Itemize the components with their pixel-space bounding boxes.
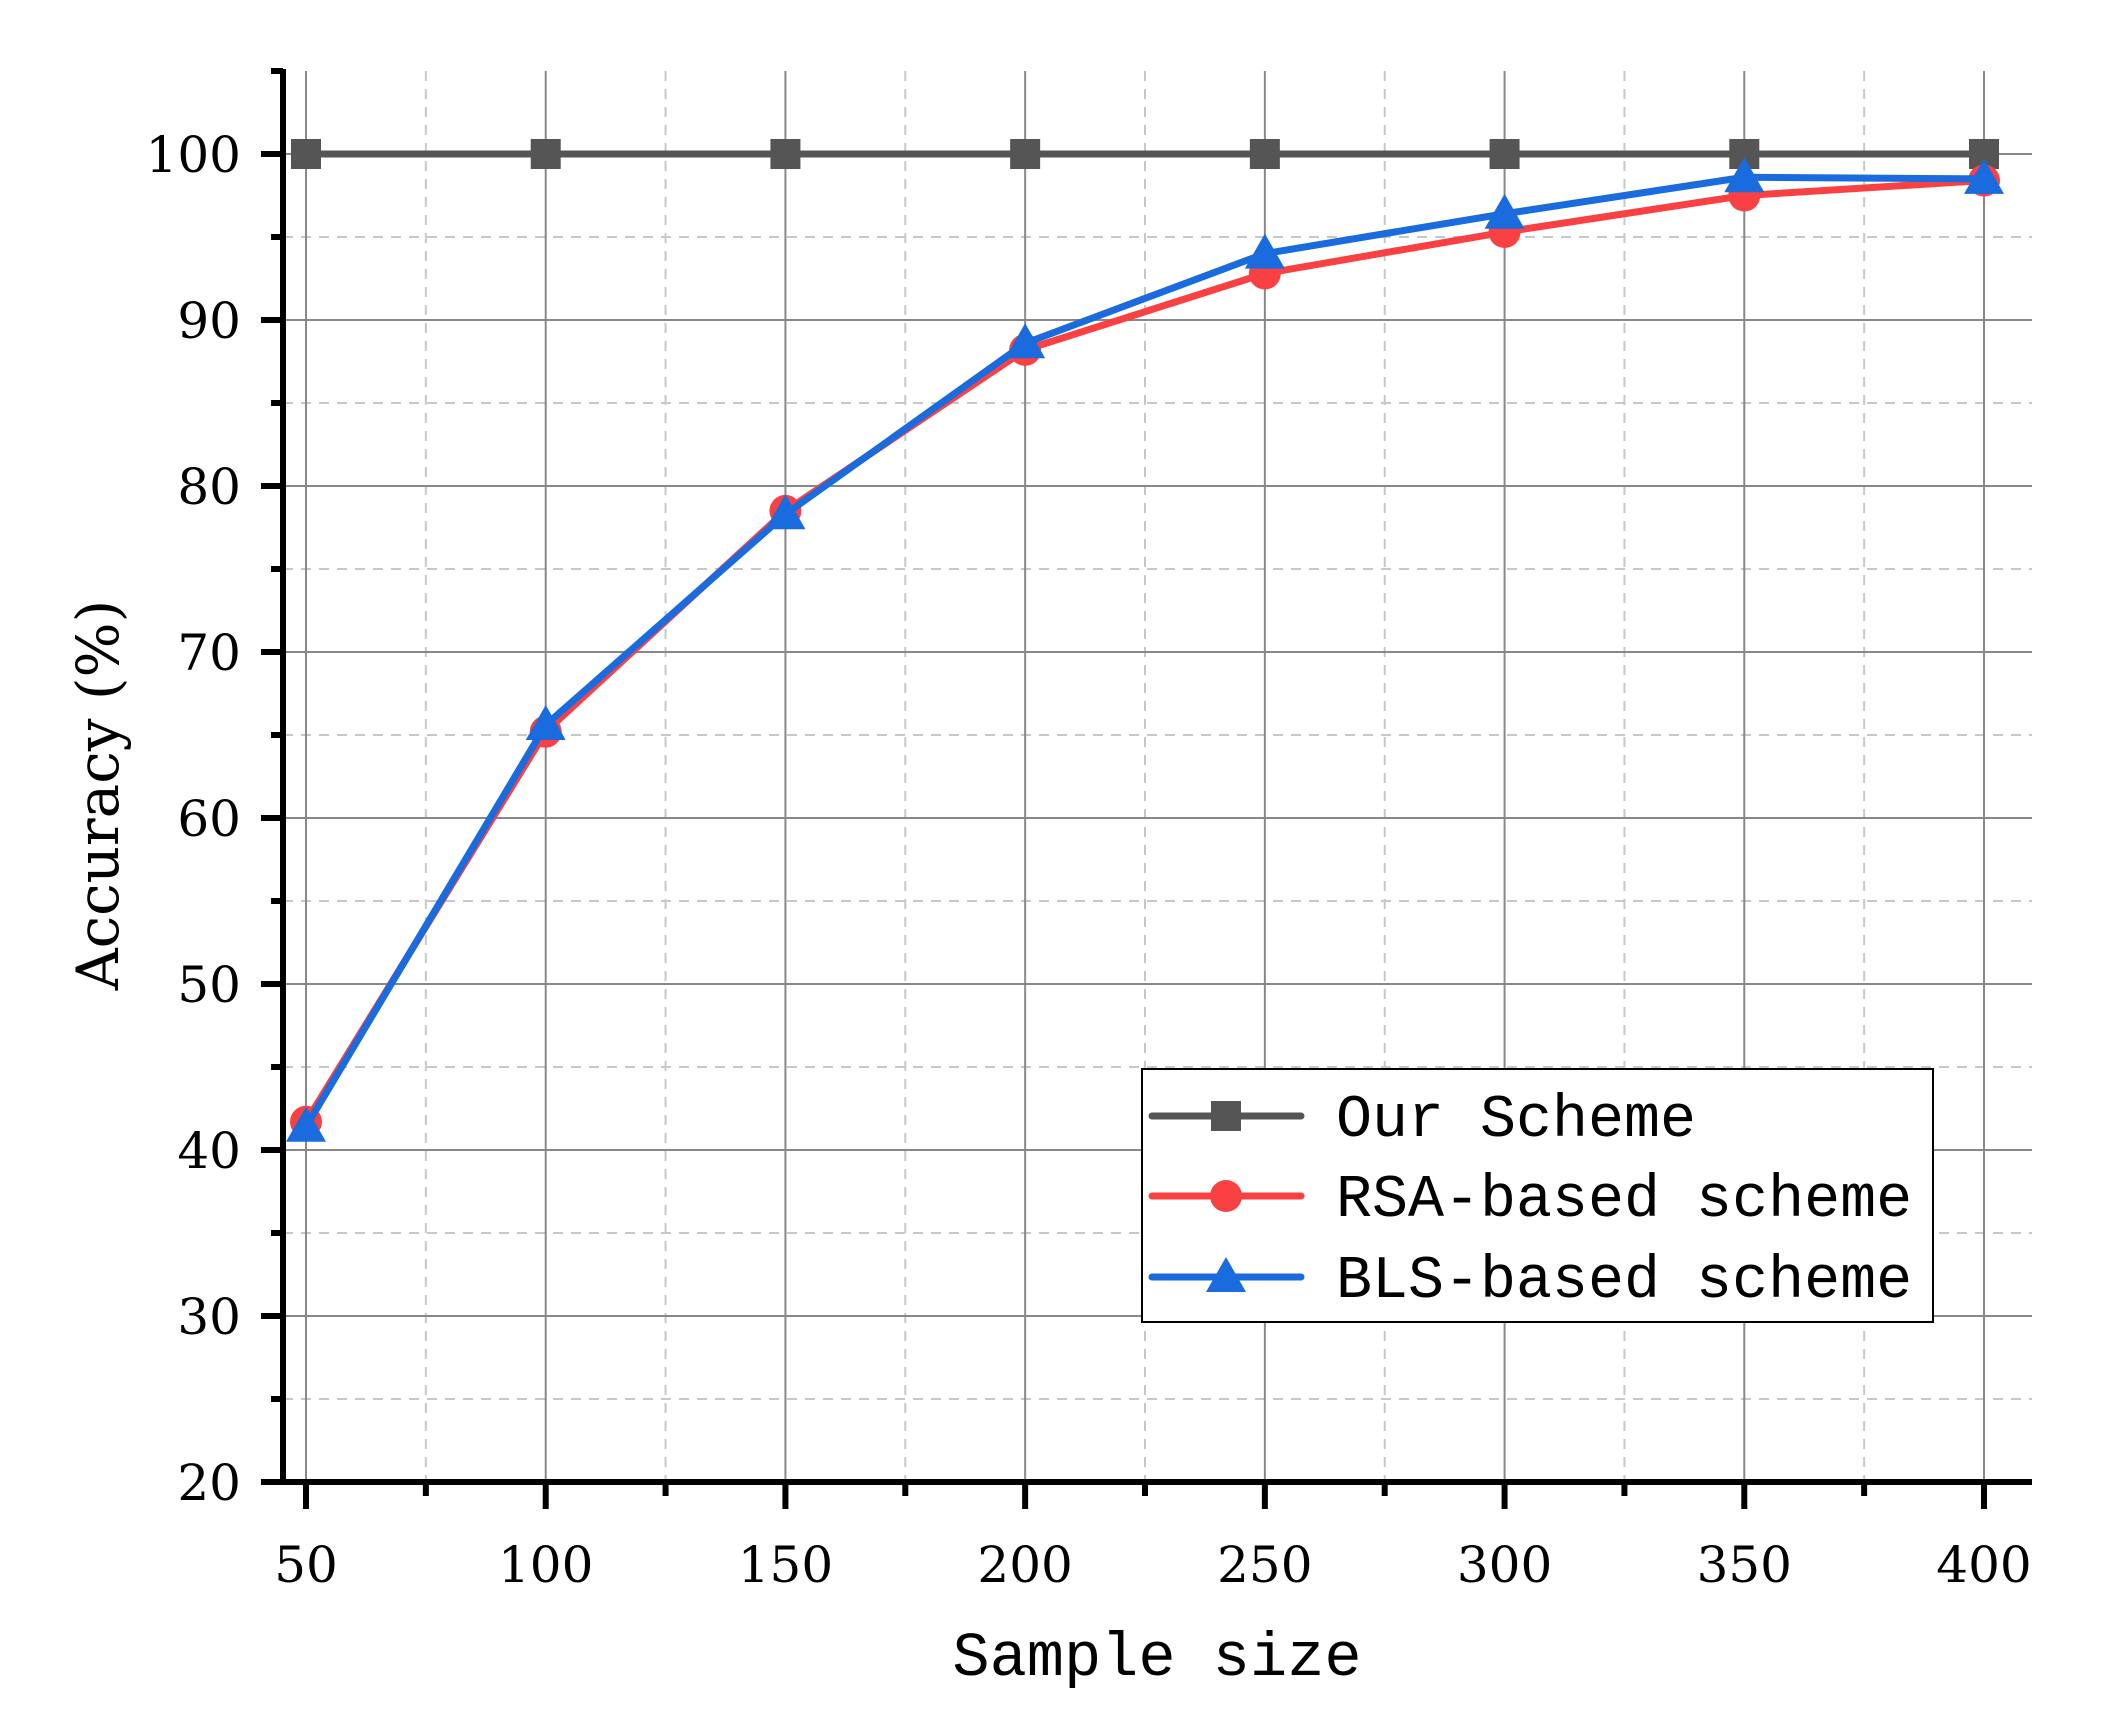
y-tick-label: 40 xyxy=(177,1122,241,1180)
legend-item: BLS-based scheme xyxy=(1148,1248,1912,1316)
data-point xyxy=(1005,323,1046,359)
x-tick-label: 400 xyxy=(1936,1536,2031,1594)
data-point xyxy=(1010,139,1041,169)
y-tick-label: 20 xyxy=(177,1454,241,1512)
data-point xyxy=(770,139,801,169)
circle-legend-icon xyxy=(1210,1180,1242,1212)
y-tick-label: 70 xyxy=(177,624,241,682)
series-our-scheme xyxy=(291,139,1999,169)
legend-item: RSA-based scheme xyxy=(1148,1167,1912,1235)
data-series xyxy=(286,139,2004,1142)
legend-label: RSA-based scheme xyxy=(1336,1167,1912,1235)
y-tick-label: 90 xyxy=(177,292,241,350)
data-point xyxy=(530,139,561,169)
data-point xyxy=(286,1106,326,1142)
y-tick-label: 80 xyxy=(177,458,241,516)
data-point xyxy=(1249,139,1280,169)
grid-lines xyxy=(283,71,2032,1482)
x-tick-label: 250 xyxy=(1217,1536,1312,1594)
axes xyxy=(261,68,2032,1509)
triangle-legend-icon xyxy=(1206,1257,1246,1292)
data-point xyxy=(291,139,321,169)
x-tick-label: 200 xyxy=(977,1536,1072,1594)
data-point xyxy=(1724,157,1765,193)
x-tick-label: 100 xyxy=(498,1536,593,1594)
data-point xyxy=(1489,139,1520,169)
data-point xyxy=(765,494,806,530)
tick-labels: 20 30 40 50 60 70 80 90 100 50 100 150 200 250 300 350 4… xyxy=(146,126,2032,1594)
legend-item: Our Scheme xyxy=(1148,1087,1696,1155)
y-tick-label: 30 xyxy=(177,1288,241,1346)
legend-label: BLS-based scheme xyxy=(1336,1248,1912,1316)
series-line xyxy=(302,173,1985,1129)
series-bls-based-scheme xyxy=(286,157,2004,1142)
x-tick-label: 50 xyxy=(274,1536,338,1594)
x-tick-label: 150 xyxy=(738,1536,833,1594)
legend: Our Scheme RSA-based scheme BLS-based sche… xyxy=(1141,1068,1934,1323)
y-axis-title: Accuracy (%) xyxy=(64,600,132,992)
y-tick-label: 50 xyxy=(177,956,241,1014)
y-tick-label: 100 xyxy=(146,126,241,184)
x-tick-label: 350 xyxy=(1697,1536,1792,1594)
data-point xyxy=(525,705,566,741)
data-point xyxy=(1484,193,1525,229)
legend-label: Our Scheme xyxy=(1336,1087,1696,1155)
series-line xyxy=(303,177,1985,1124)
data-point xyxy=(1964,158,2004,194)
data-point xyxy=(1244,233,1285,269)
x-tick-label: 300 xyxy=(1457,1536,1552,1594)
square-legend-icon xyxy=(1211,1101,1241,1131)
y-tick-label: 60 xyxy=(177,790,241,848)
x-axis-title: Sample size xyxy=(952,1623,1361,1694)
